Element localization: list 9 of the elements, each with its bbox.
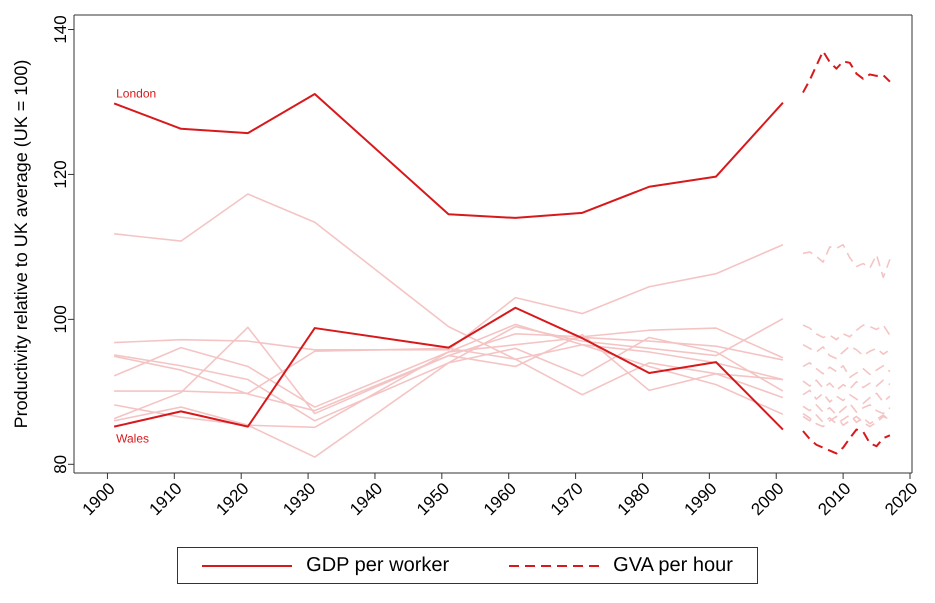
legend-label: GVA per hour <box>613 554 733 577</box>
y-axis-title: Productivity relative to UK average (UK = 100) <box>10 60 31 428</box>
legend-label: GDP per worker <box>306 554 450 577</box>
y-tick-label: 80 <box>51 454 70 474</box>
y-tick-label: 120 <box>51 160 70 189</box>
annotation: Wales <box>116 432 150 446</box>
y-tick-label: 140 <box>51 15 70 44</box>
annotation: London <box>116 86 156 100</box>
y-tick-label: 100 <box>51 305 70 334</box>
